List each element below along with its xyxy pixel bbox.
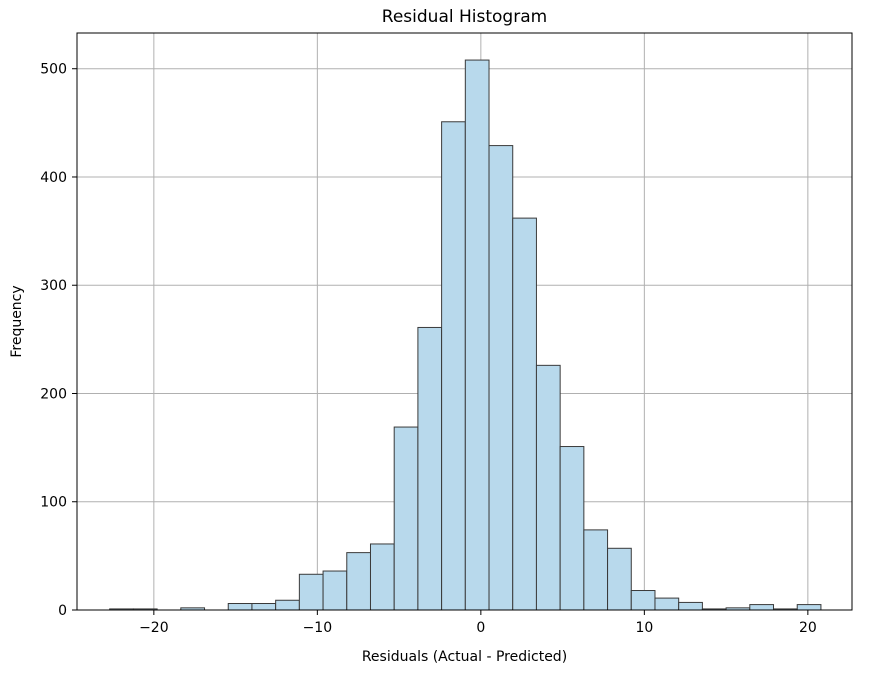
histogram-bar — [251, 603, 277, 611]
histogram-bar — [417, 326, 443, 611]
x-tick-label: 10 — [635, 620, 653, 636]
x-tick-label: 20 — [799, 620, 817, 636]
y-tick-label: 100 — [40, 495, 67, 511]
x-tick-label: −10 — [303, 620, 333, 636]
histogram-bar — [346, 552, 371, 611]
x-tick-label: −20 — [139, 620, 169, 636]
chart-title: Residual Histogram — [382, 7, 547, 27]
histogram-bar — [441, 121, 466, 611]
y-tick-label: 400 — [40, 170, 67, 186]
y-axis-ticks: 0 100 200 300 400 500 — [40, 62, 77, 619]
histogram-bar — [512, 217, 537, 611]
histogram-bar — [298, 573, 324, 611]
histogram-bar — [796, 604, 822, 611]
histogram-bar — [464, 59, 490, 611]
x-tick-label: 0 — [476, 620, 485, 636]
histogram-bar — [322, 570, 348, 611]
histogram-bar — [535, 364, 561, 611]
histogram-bar — [583, 529, 609, 611]
histogram-bar — [678, 601, 703, 611]
histogram-bar — [654, 597, 680, 611]
y-axis-label: Frequency — [9, 285, 25, 357]
histogram-bar — [275, 599, 300, 611]
histogram-bar — [630, 590, 656, 611]
histogram-bars — [109, 59, 822, 611]
y-tick-label: 300 — [40, 278, 67, 294]
y-tick-label: 0 — [58, 603, 67, 619]
histogram-bar — [369, 543, 395, 611]
histogram-bar — [749, 604, 775, 611]
y-tick-label: 200 — [40, 386, 67, 402]
y-tick-label: 500 — [40, 62, 67, 78]
x-axis-label: Residuals (Actual - Predicted) — [362, 649, 567, 665]
histogram-bar — [607, 547, 632, 611]
histogram-bar — [227, 603, 253, 611]
histogram-bar — [559, 446, 585, 611]
histogram-bar — [393, 426, 419, 611]
plot-frame — [76, 32, 853, 611]
x-axis-ticks: −20 −10 0 10 20 — [139, 610, 817, 636]
histogram-bar — [488, 145, 514, 611]
